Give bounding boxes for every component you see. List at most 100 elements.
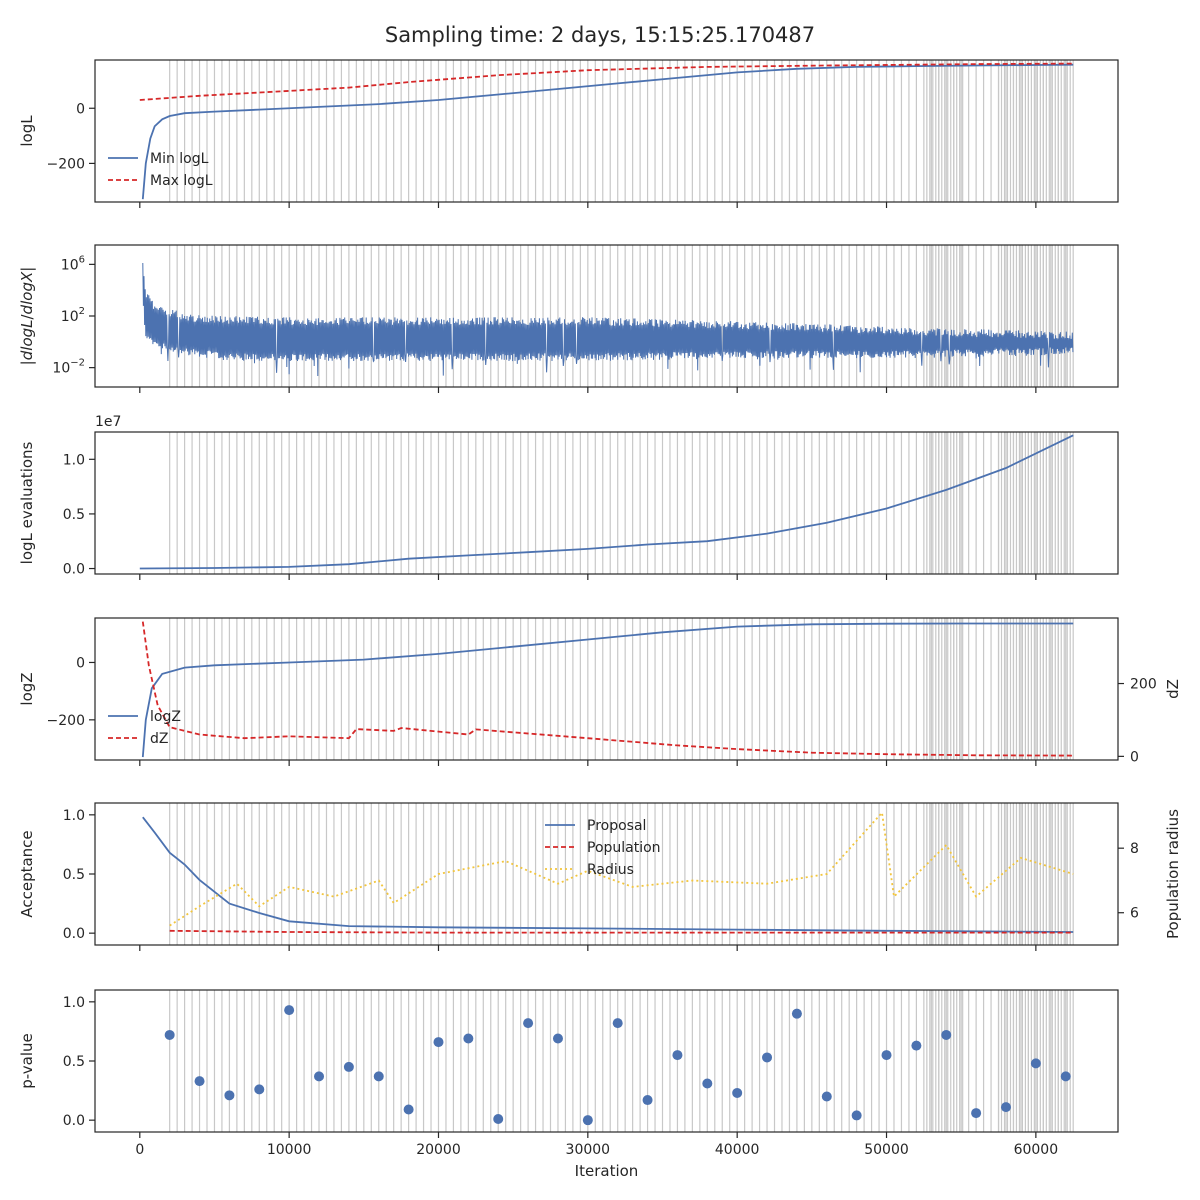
y-tick-label: 0 [76,655,85,671]
y-tick-label: 0.5 [63,507,85,523]
plot-area [142,245,1074,387]
data-point [164,1029,175,1040]
y-tick-label: 0.5 [63,867,85,883]
legend: Min logL Max logL [108,151,213,189]
figure-title: Sampling time: 2 days, 15:15:25.170487 [385,23,815,47]
data-point [911,1040,922,1051]
panel-1: 0 −200 logL Min logL Max logL [18,59,1119,208]
legend-label: dZ [150,731,168,747]
panel-5: 1.0 0.5 0.0 8 6 Population radius Acceptance Pr… [18,802,1182,951]
iteration-marker-lines [169,803,1074,945]
data-point [1060,1071,1071,1082]
data-point [433,1037,444,1048]
legend-label: Max logL [150,173,213,189]
data-point [493,1113,504,1124]
y-tick-label: 0.0 [63,926,85,942]
legend-label: Population [587,840,661,856]
axes-frame [94,244,1119,388]
iteration-marker-lines [169,432,1074,574]
iteration-marker-lines [169,60,1074,202]
data-point [284,1005,295,1016]
data-point [314,1071,325,1082]
y-tick-label-right: 0 [1130,749,1139,765]
y-axis-label-right: Population radius [1164,809,1182,939]
plot-area [139,432,1074,574]
series-line [139,62,1074,101]
y-tick-label: 102 [61,306,85,325]
data-point [881,1050,892,1061]
y-tick-label-right: 200 [1130,677,1157,693]
plot-area [141,618,1074,760]
iteration-marker-lines [169,618,1074,760]
y-axis-label-right: dZ [1164,679,1182,699]
data-point [194,1076,205,1087]
legend-label: Radius [587,862,634,878]
legend-label: Min logL [150,151,209,167]
y-axis-label: |dlogL/dlogX| [18,267,36,366]
series-line [169,810,1074,927]
data-point [582,1115,593,1126]
x-tick-label: 30000 [566,1142,611,1158]
y-tick-label: 0.5 [63,1054,85,1070]
panel-4: 0 −200 200 0 dZ logZ logZ dZ [18,617,1182,766]
y-tick-label: 1.0 [63,452,85,468]
y-axis-label: logL evaluations [18,441,36,564]
data-point [702,1078,713,1089]
data-point [1030,1058,1041,1069]
y-tick-label: 0.0 [63,562,85,578]
data-point [642,1095,653,1106]
x-tick-label: 60000 [1014,1142,1059,1158]
data-point [1000,1102,1011,1113]
series-line [169,929,1074,934]
plot-area [164,990,1074,1132]
x-tick-label: 40000 [715,1142,760,1158]
plot-area [142,803,1074,945]
data-point [821,1091,832,1102]
series-line [142,816,1074,933]
y-axis-label: Acceptance [18,830,36,917]
y-tick-label: −200 [47,713,85,729]
data-point [224,1090,235,1101]
y-tick-label: 0.0 [63,1113,85,1129]
data-point [343,1061,354,1072]
axes-frame [94,431,1119,575]
x-tick-label: 0 [135,1142,144,1158]
data-point [971,1108,982,1119]
data-point [851,1110,862,1121]
data-point [463,1033,474,1044]
plot-area [139,60,1074,202]
y-axis-label: logZ [18,672,36,705]
iteration-marker-lines [169,990,1074,1132]
data-point [523,1018,534,1029]
y-tick-label: 0 [76,101,85,117]
data-point [941,1029,952,1040]
y-axis-label: logL [18,115,36,147]
data-point [612,1018,623,1029]
data-point [373,1071,384,1082]
y-tick-label: 10−2 [52,358,85,377]
data-point [762,1052,773,1063]
x-axis-label: Iteration [575,1162,639,1180]
legend-label: logZ [150,709,181,725]
legend-label: Proposal [587,818,646,834]
series-line [141,622,1074,758]
y-axis-label: p-value [18,1033,36,1089]
panel-3: 0.0 0.5 1.0 logL evaluations 1e7 [18,414,1119,580]
x-tick-label: 50000 [864,1142,909,1158]
data-point [791,1008,802,1019]
x-tick-label: 10000 [267,1142,312,1158]
y-tick-label: 106 [61,254,85,273]
iteration-marker-lines [169,245,1074,387]
axes-frame [94,617,1119,761]
series-line [142,262,1074,377]
y-tick-label: 1.0 [63,995,85,1011]
panel-6: 0 10000 20000 30000 40000 50000 60000 1.0 0.5 0.0… [18,989,1119,1180]
data-point [552,1033,563,1044]
data-point [732,1087,743,1098]
offset-text: 1e7 [95,414,121,430]
axes-frame [94,59,1119,203]
legend: logZ dZ [108,709,181,747]
y-tick-label-right: 8 [1130,841,1139,857]
data-point [672,1050,683,1061]
